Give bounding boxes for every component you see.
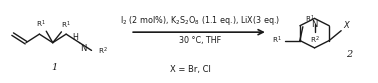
Text: H: H [73, 33, 79, 42]
Text: R$^1$: R$^1$ [60, 20, 70, 31]
Text: 2: 2 [346, 50, 353, 59]
Text: X = Br, Cl: X = Br, Cl [170, 65, 211, 74]
Text: R$^1$: R$^1$ [36, 19, 46, 30]
Text: N: N [81, 44, 87, 53]
Text: R$^2$: R$^2$ [98, 46, 107, 57]
Text: X: X [343, 21, 349, 30]
Text: R$^2$: R$^2$ [310, 35, 319, 46]
Text: R$^1$: R$^1$ [272, 35, 282, 46]
Text: R$^1$: R$^1$ [305, 13, 314, 25]
Text: N: N [311, 20, 318, 29]
Text: 30 °C, THF: 30 °C, THF [179, 36, 221, 44]
Text: 1: 1 [52, 63, 58, 72]
Text: I$_2$ (2 mol%), K$_2$S$_2$O$_8$ (1.1 eq.), LiX(3 eq.): I$_2$ (2 mol%), K$_2$S$_2$O$_8$ (1.1 eq.… [120, 14, 280, 27]
